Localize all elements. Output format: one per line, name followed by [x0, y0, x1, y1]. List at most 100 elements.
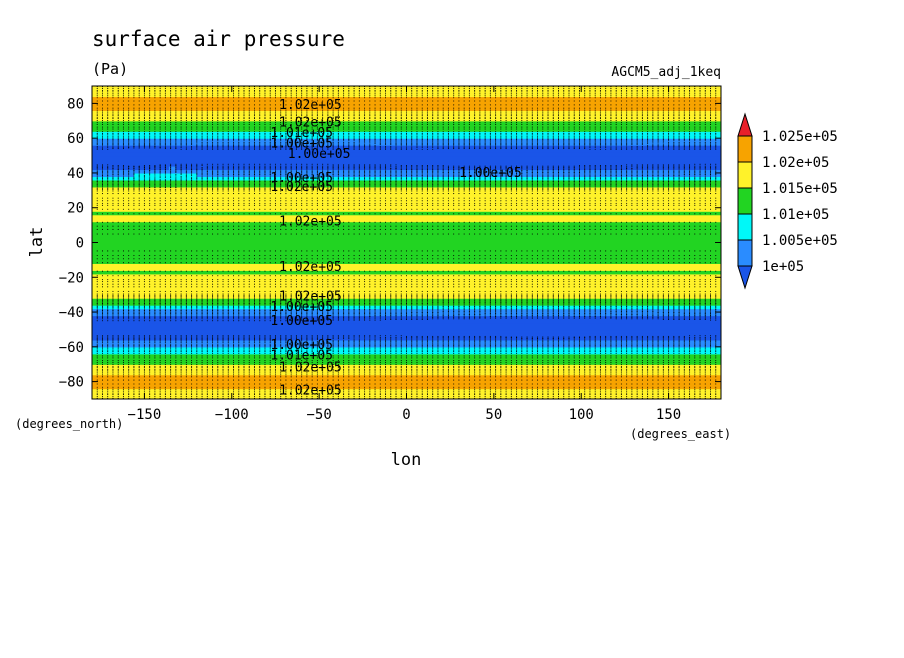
contour-point	[107, 335, 109, 337]
contour-point	[358, 168, 360, 170]
contour-point	[175, 340, 177, 342]
contour-point	[227, 142, 229, 144]
contour-point	[557, 137, 560, 139]
contour-point	[647, 142, 649, 144]
contour-point	[421, 309, 423, 311]
contour-point	[159, 142, 161, 144]
contour-point	[212, 163, 214, 165]
contour-point	[290, 165, 292, 167]
contour-point	[400, 167, 402, 169]
contour-point	[521, 144, 523, 146]
contour-point	[222, 137, 224, 139]
contour-point	[495, 341, 497, 343]
contour-point	[379, 136, 381, 138]
contour-point	[285, 315, 287, 317]
contour-point	[474, 342, 476, 344]
contour-point	[390, 343, 392, 345]
contour-point	[149, 315, 151, 317]
contour-point	[668, 335, 670, 337]
contour-point	[400, 317, 402, 319]
contour-point	[631, 164, 633, 166]
contour-point	[536, 172, 539, 174]
contour-point	[143, 336, 145, 338]
contour-point	[557, 142, 560, 144]
contour-point	[479, 343, 481, 345]
contour-point	[615, 307, 617, 309]
contour-point	[358, 311, 360, 313]
contour-point	[578, 342, 581, 344]
contour-point	[636, 318, 638, 320]
contour-point	[159, 339, 161, 341]
contour-point	[400, 142, 402, 144]
contour-point	[149, 136, 151, 138]
contour-point	[222, 337, 224, 339]
contour-point	[673, 170, 675, 172]
contour-point	[170, 172, 172, 174]
contour-point	[673, 140, 675, 142]
contour-point	[201, 336, 203, 338]
contour-point	[489, 346, 491, 348]
contour-point	[636, 335, 638, 337]
contour-point	[196, 315, 198, 317]
contour-point	[374, 314, 376, 316]
contour-point	[683, 137, 685, 139]
contour-point	[196, 143, 198, 145]
contour-point	[369, 344, 371, 347]
contour-point	[159, 314, 161, 316]
field-cell	[92, 350, 721, 355]
contour-point	[101, 309, 104, 311]
contour-point	[442, 136, 444, 138]
contour-point	[285, 314, 287, 316]
contour-point	[107, 347, 109, 349]
contour-point	[343, 313, 345, 315]
contour-point	[584, 167, 586, 169]
contour-point	[290, 146, 292, 148]
contour-point	[578, 315, 581, 317]
contour-point	[447, 347, 449, 349]
contour-point	[683, 172, 685, 174]
contour-point	[432, 146, 434, 148]
contour-point	[594, 142, 596, 144]
contour-point	[474, 344, 476, 347]
contour-point	[715, 142, 717, 144]
contour-point	[206, 335, 208, 337]
contour-point	[212, 146, 214, 148]
contour-point	[610, 339, 612, 341]
contour-point	[332, 341, 334, 343]
contour-point	[416, 136, 418, 138]
contour-point	[458, 142, 460, 144]
contour-point	[657, 347, 659, 349]
contour-point	[217, 313, 219, 315]
contour-point	[405, 314, 408, 317]
contour-point	[662, 165, 664, 167]
contour-point	[673, 317, 675, 319]
contour-point	[306, 336, 308, 338]
contour-point	[196, 320, 198, 322]
contour-point	[542, 145, 544, 147]
contour-point	[159, 335, 161, 337]
contour-point	[107, 320, 109, 322]
contour-point	[599, 309, 601, 311]
contour-point	[248, 315, 250, 317]
contour-point	[552, 137, 554, 139]
contour-point	[474, 310, 476, 312]
contour-point	[662, 175, 664, 177]
contour-point	[343, 137, 345, 139]
contour-point	[489, 341, 491, 343]
contour-point	[510, 314, 512, 316]
contour-point	[400, 175, 402, 177]
contour-point	[117, 169, 119, 171]
contour-point	[489, 338, 491, 340]
contour-point	[212, 308, 214, 310]
contour-point	[185, 173, 187, 175]
contour-point	[432, 311, 434, 313]
contour-point	[421, 173, 423, 175]
contour-point	[605, 341, 607, 343]
contour-point	[112, 144, 114, 146]
contour-point	[232, 170, 235, 172]
contour-point	[364, 143, 366, 145]
contour-point	[594, 141, 596, 143]
contour-point	[201, 344, 203, 347]
contour-point	[605, 307, 607, 309]
contour-point	[390, 165, 392, 167]
